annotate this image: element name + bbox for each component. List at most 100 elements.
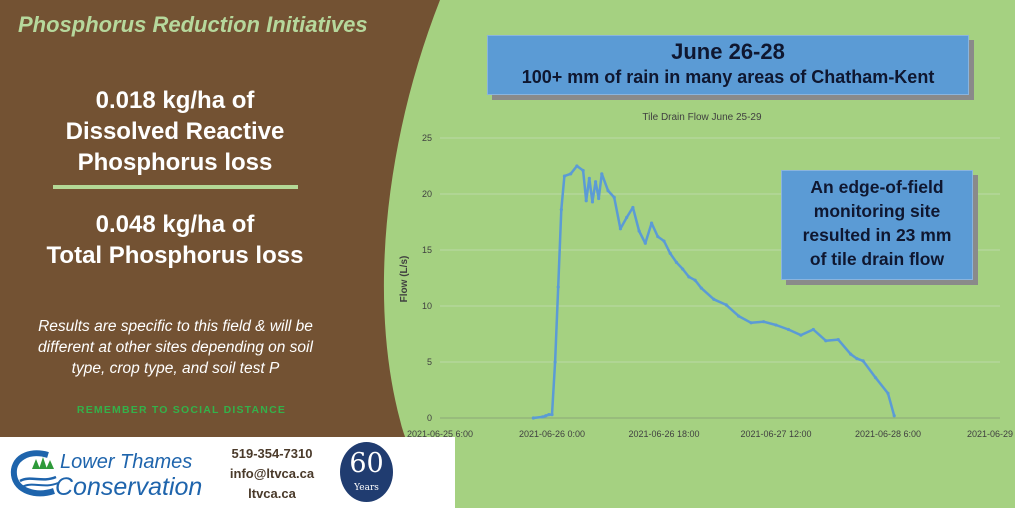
flow-data-point bbox=[556, 285, 560, 289]
footer: Lower Thames Conservation 519-354-7310 i… bbox=[0, 437, 455, 508]
note-line: different at other sites depending on so… bbox=[38, 339, 313, 356]
note-line: Results are specific to this field & wil… bbox=[38, 318, 313, 335]
y-axis-label: Flow (L/s) bbox=[399, 256, 410, 303]
panel-title: Phosphorus Reduction Initiatives bbox=[18, 12, 368, 37]
logo-text-bottom: Conservation bbox=[55, 473, 203, 501]
note-line: type, crop type, and soil test P bbox=[71, 360, 280, 377]
flow-data-point bbox=[886, 391, 890, 395]
logo-text-top: Lower Thames bbox=[60, 451, 193, 473]
flow-data-point bbox=[681, 267, 685, 271]
x-tick-label: 2021-06-29 0:00 bbox=[967, 429, 1015, 439]
flow-data-point bbox=[575, 164, 579, 168]
flow-data-point bbox=[559, 208, 563, 212]
flow-data-point bbox=[649, 221, 654, 225]
rain-event-callout: June 26-28 100+ mm of rain in many areas… bbox=[487, 35, 969, 95]
flow-data-point bbox=[597, 196, 601, 201]
flow-data-point bbox=[550, 413, 554, 417]
flow-data-point bbox=[600, 172, 604, 176]
flow-data-point bbox=[656, 234, 660, 239]
badge-word: Years bbox=[354, 483, 379, 493]
email-link[interactable]: info@ltvca.ca bbox=[229, 466, 315, 481]
stat-line: Total Phosphorus loss bbox=[46, 242, 304, 269]
flow-data-point bbox=[674, 260, 679, 264]
flow-data-point bbox=[637, 229, 641, 233]
flow-data-point bbox=[799, 333, 803, 337]
callout-line: resulted in 23 mm bbox=[802, 225, 952, 245]
x-tick-label: 2021-06-27 12:00 bbox=[740, 429, 811, 439]
chart-title: Tile Drain Flow June 25-29 bbox=[642, 112, 762, 123]
flow-data-point bbox=[861, 359, 865, 363]
flow-data-point bbox=[631, 205, 635, 210]
flow-data-point bbox=[855, 357, 859, 361]
flow-data-point bbox=[892, 414, 896, 418]
monitoring-site-callout: An edge-of-field monitoring site resulte… bbox=[781, 170, 973, 280]
flow-data-point bbox=[593, 180, 598, 184]
y-tick-label: 25 bbox=[422, 133, 432, 143]
stat-line: Dissolved Reactive bbox=[65, 118, 285, 145]
anniversary-badge: 60 Years bbox=[340, 442, 393, 502]
flow-data-point bbox=[712, 297, 716, 301]
flow-data-point bbox=[724, 303, 728, 307]
flow-data-point bbox=[643, 241, 647, 245]
phone-number: 519-354-7310 bbox=[231, 446, 313, 461]
x-tick-label: 2021-06-25 6:00 bbox=[407, 429, 473, 439]
ltvca-logo: Lower Thames Conservation bbox=[10, 445, 220, 501]
stat-line: 0.018 kg/ha of bbox=[95, 87, 255, 114]
flow-data-point bbox=[544, 414, 548, 418]
y-tick-label: 15 bbox=[422, 245, 432, 255]
x-tick-label: 2021-06-26 0:00 bbox=[519, 429, 585, 439]
flow-data-point bbox=[699, 286, 703, 290]
flow-data-point bbox=[687, 275, 691, 279]
website-link[interactable]: ltvca.ca bbox=[248, 486, 296, 501]
y-tick-label: 5 bbox=[427, 357, 432, 367]
social-distance-reminder: REMEMBER TO SOCIAL DISTANCE bbox=[76, 404, 287, 416]
callout-line: An edge-of-field bbox=[810, 177, 944, 197]
callout-line: monitoring site bbox=[813, 201, 941, 221]
x-axis-ticks: 2021-06-25 6:00 2021-06-26 0:00 2021-06-26… bbox=[407, 429, 1015, 439]
stat-line: 0.048 kg/ha of bbox=[95, 211, 255, 238]
flow-data-point bbox=[569, 172, 573, 176]
badge-number: 60 bbox=[349, 448, 384, 479]
flow-data-point bbox=[625, 215, 629, 220]
total-p-loss-stat: 0.048 kg/ha of Total Phosphorus loss bbox=[0, 209, 350, 271]
results-note: Results are specific to this field & wil… bbox=[8, 316, 343, 379]
flow-data-point bbox=[581, 168, 585, 173]
flow-data-point bbox=[612, 195, 616, 199]
y-tick-label: 0 bbox=[427, 413, 432, 423]
flow-data-point bbox=[693, 278, 697, 282]
flow-data-point bbox=[836, 338, 840, 342]
flow-data-point bbox=[774, 323, 778, 327]
y-axis-ticks: 0 5 10 15 20 25 bbox=[422, 133, 432, 423]
flow-data-point bbox=[811, 327, 815, 332]
flow-data-point bbox=[749, 321, 753, 325]
flow-data-point bbox=[849, 352, 853, 356]
y-tick-label: 10 bbox=[422, 301, 432, 311]
flow-data-point bbox=[824, 339, 828, 343]
flow-data-point bbox=[737, 314, 741, 318]
flow-data-point bbox=[786, 327, 791, 332]
flow-data-point bbox=[590, 200, 595, 204]
x-tick-label: 2021-06-28 6:00 bbox=[855, 429, 921, 439]
drp-loss-stat: 0.018 kg/ha of Dissolved Reactive Phosph… bbox=[0, 85, 350, 178]
flow-data-point bbox=[531, 416, 535, 420]
stat-line: Phosphorus loss bbox=[77, 149, 273, 176]
flow-data-point bbox=[587, 176, 591, 180]
stat-divider bbox=[53, 185, 298, 189]
logo-swoosh-icon bbox=[10, 450, 59, 497]
flow-data-point bbox=[541, 415, 545, 419]
flow-data-point bbox=[553, 360, 557, 364]
flow-data-point bbox=[562, 174, 567, 178]
x-tick-label: 2021-06-26 18:00 bbox=[628, 429, 699, 439]
flow-data-point bbox=[618, 227, 623, 231]
flow-data-point bbox=[761, 320, 766, 324]
rain-event-title: June 26-28 bbox=[671, 39, 785, 64]
flow-data-point bbox=[662, 239, 666, 243]
callout-line: of tile drain flow bbox=[809, 249, 945, 269]
flow-data-point bbox=[584, 199, 588, 203]
rain-event-subtitle: 100+ mm of rain in many areas of Chatham… bbox=[521, 67, 935, 87]
flow-data-point bbox=[606, 189, 610, 193]
flow-data-point bbox=[668, 251, 672, 255]
y-tick-label: 20 bbox=[422, 189, 432, 199]
series-group bbox=[531, 164, 896, 420]
flow-data-point bbox=[873, 376, 878, 380]
